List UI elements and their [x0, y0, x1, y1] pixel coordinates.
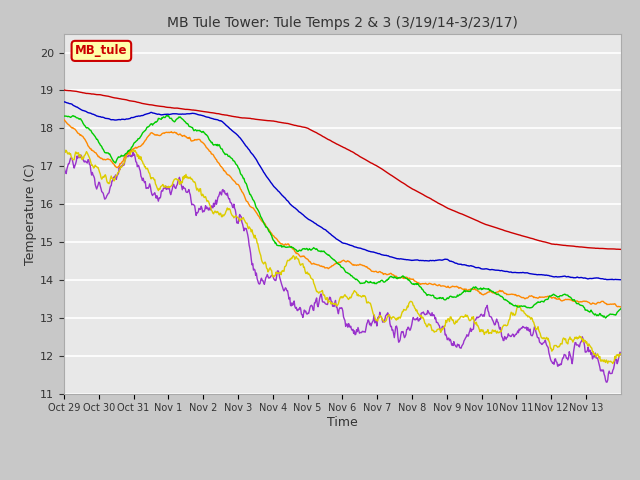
- Tul2_Ts0: [617, 277, 625, 283]
- Line: Tul2_Tw+10: Tul2_Tw+10: [64, 116, 621, 318]
- Tul2_Ts-8: [125, 98, 133, 104]
- Tul2_Ts0: [125, 116, 133, 121]
- Tul2_Tw+10: [60, 113, 68, 119]
- Title: MB Tule Tower: Tule Temps 2 & 3 (3/19/14-3/23/17): MB Tule Tower: Tule Temps 2 & 3 (3/19/14…: [167, 16, 518, 30]
- Tul2_Ts0: [276, 191, 284, 196]
- Tul3_Tw+10: [256, 281, 264, 287]
- Tul2_Tw+10: [617, 306, 625, 312]
- Tul2_Ts0: [60, 99, 68, 105]
- Tul3_Tw+10: [603, 379, 611, 385]
- Tul2_Ts0: [228, 127, 236, 133]
- Line: Tul3_Ts-8: Tul3_Ts-8: [64, 120, 621, 307]
- Tul3_Ts-8: [255, 214, 263, 220]
- Tul3_Tw+10: [617, 352, 625, 358]
- Tul3_Ts-8: [125, 149, 133, 155]
- Text: MB_tule: MB_tule: [75, 44, 127, 58]
- Line: Tul3_Tw+10: Tul3_Tw+10: [64, 153, 621, 382]
- Tul3_Ts0: [609, 360, 617, 366]
- Tul3_Tw+10: [60, 164, 68, 169]
- Tul2_Tw+10: [432, 295, 440, 300]
- Tul2_Tw+10: [602, 315, 609, 321]
- Tul2_Ts0: [255, 162, 263, 168]
- Tul2_Ts-8: [431, 198, 439, 204]
- Tul3_Ts-8: [60, 117, 68, 122]
- Tul3_Ts0: [125, 150, 133, 156]
- Y-axis label: Temperature (C): Temperature (C): [24, 163, 37, 264]
- Tul3_Ts0: [60, 145, 68, 151]
- Tul3_Ts-8: [617, 304, 625, 310]
- X-axis label: Time: Time: [327, 416, 358, 429]
- Tul3_Ts0: [400, 307, 408, 312]
- Tul3_Tw+10: [228, 204, 236, 210]
- Line: Tul3_Ts0: Tul3_Ts0: [64, 148, 621, 363]
- Tul2_Tw+10: [125, 147, 133, 153]
- Tul3_Tw+10: [401, 335, 408, 340]
- Tul3_Ts0: [431, 329, 439, 335]
- Tul3_Tw+10: [129, 150, 137, 156]
- Tul2_Tw+10: [228, 156, 236, 162]
- Tul3_Tw+10: [125, 152, 133, 157]
- Tul2_Tw+10: [163, 113, 171, 119]
- Tul3_Ts-8: [400, 276, 408, 281]
- Tul2_Tw+10: [401, 274, 408, 280]
- Tul2_Ts0: [400, 256, 408, 262]
- Tul2_Ts-8: [60, 87, 68, 93]
- Tul2_Ts-8: [228, 113, 236, 119]
- Tul3_Ts-8: [276, 240, 284, 246]
- Tul2_Ts-8: [400, 180, 408, 186]
- Tul3_Ts0: [617, 351, 625, 357]
- Tul3_Ts0: [255, 248, 263, 254]
- Tul2_Ts-8: [617, 247, 625, 252]
- Line: Tul2_Ts-8: Tul2_Ts-8: [64, 90, 621, 250]
- Line: Tul2_Ts0: Tul2_Ts0: [64, 102, 621, 280]
- Tul3_Ts0: [228, 212, 236, 217]
- Tul2_Ts0: [431, 258, 439, 264]
- Tul3_Tw+10: [277, 279, 285, 285]
- Tul3_Ts-8: [431, 281, 439, 287]
- Tul3_Ts-8: [228, 176, 236, 181]
- Tul3_Ts0: [276, 269, 284, 275]
- Legend: Tul2_Ts-8, Tul2_Ts0, Tul2_Tw+10, Tul3_Ts-8, Tul3_Ts0, Tul3_Tw+10: Tul2_Ts-8, Tul2_Ts0, Tul2_Tw+10, Tul3_Ts…: [90, 477, 595, 480]
- Tul3_Tw+10: [432, 315, 440, 321]
- Tul2_Tw+10: [277, 242, 285, 248]
- Tul2_Ts-8: [255, 117, 263, 122]
- Tul2_Ts-8: [276, 120, 284, 125]
- Tul2_Tw+10: [256, 212, 264, 217]
